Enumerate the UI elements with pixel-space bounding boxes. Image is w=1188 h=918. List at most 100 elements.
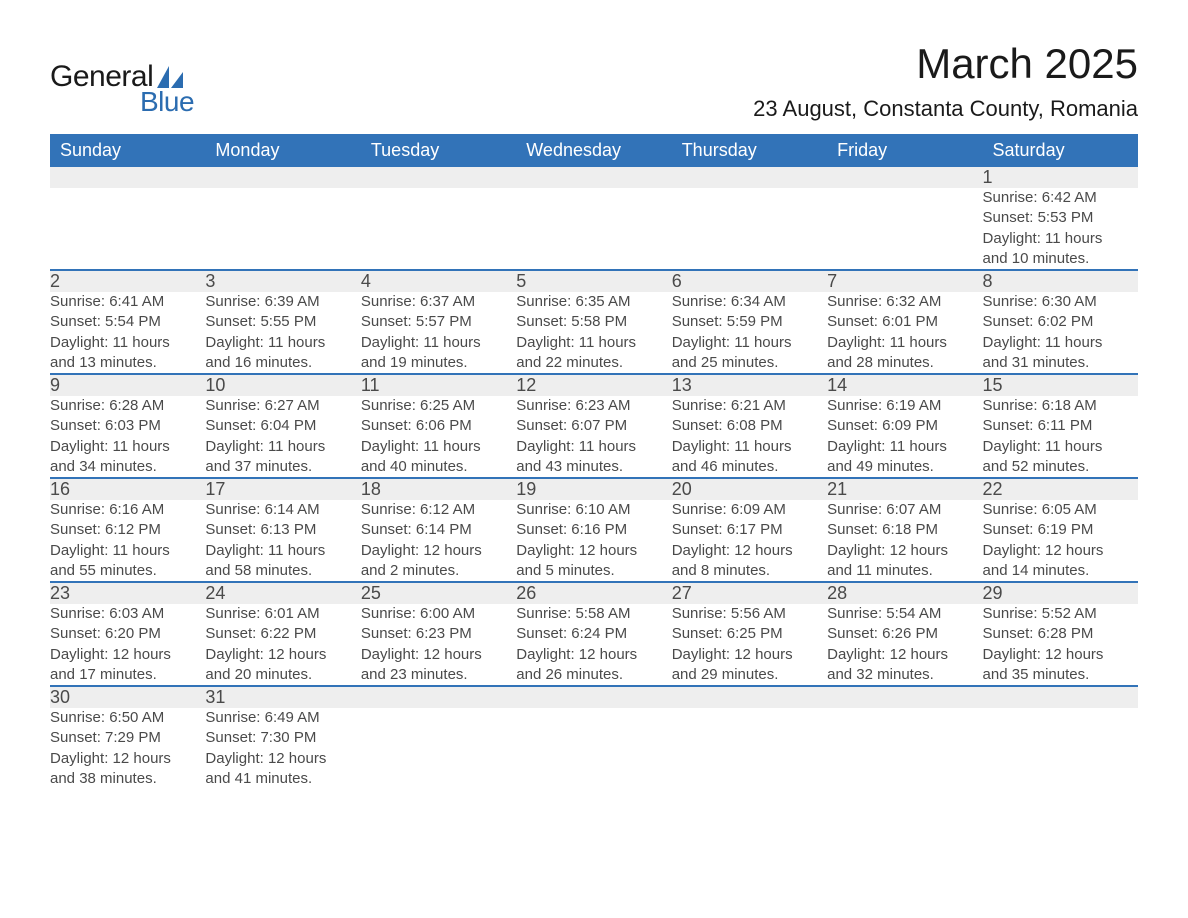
calendar-info-row: Sunrise: 6:03 AMSunset: 6:20 PMDaylight:… [50,604,1138,686]
day-daylight2: and 35 minutes. [983,665,1138,685]
day-number-cell: 5 [516,270,671,292]
day-info-cell: Sunrise: 6:01 AMSunset: 6:22 PMDaylight:… [205,604,360,686]
day-sunrise: Sunrise: 6:21 AM [672,396,827,416]
calendar-table: Sunday Monday Tuesday Wednesday Thursday… [50,134,1138,789]
day-info-cell: Sunrise: 6:34 AMSunset: 5:59 PMDaylight:… [672,292,827,374]
day-info-cell: Sunrise: 6:23 AMSunset: 6:07 PMDaylight:… [516,396,671,478]
day-daylight1: Daylight: 12 hours [516,541,671,561]
day-daylight2: and 11 minutes. [827,561,982,581]
day-info-cell: Sunrise: 6:19 AMSunset: 6:09 PMDaylight:… [827,396,982,478]
day-daylight2: and 8 minutes. [672,561,827,581]
day-sunrise: Sunrise: 6:00 AM [361,604,516,624]
day-number-cell: 19 [516,478,671,500]
day-daylight2: and 19 minutes. [361,353,516,373]
day-info-cell: Sunrise: 6:03 AMSunset: 6:20 PMDaylight:… [50,604,205,686]
day-info-cell: Sunrise: 6:25 AMSunset: 6:06 PMDaylight:… [361,396,516,478]
day-number-cell: 10 [205,374,360,396]
day-number-cell: 22 [983,478,1138,500]
day-number-cell: 1 [983,167,1138,188]
location-subtitle: 23 August, Constanta County, Romania [753,96,1138,122]
day-daylight1: Daylight: 11 hours [205,437,360,457]
day-daylight1: Daylight: 11 hours [983,437,1138,457]
calendar-daynum-row: 9101112131415 [50,374,1138,396]
day-number-cell [361,686,516,708]
day-daylight2: and 46 minutes. [672,457,827,477]
day-number-cell [516,167,671,188]
day-info-cell: Sunrise: 6:10 AMSunset: 6:16 PMDaylight:… [516,500,671,582]
day-daylight2: and 52 minutes. [983,457,1138,477]
weekday-header: Tuesday [361,134,516,167]
day-number-cell: 27 [672,582,827,604]
day-info-cell: Sunrise: 6:12 AMSunset: 6:14 PMDaylight:… [361,500,516,582]
day-daylight1: Daylight: 11 hours [827,437,982,457]
day-sunrise: Sunrise: 5:52 AM [983,604,1138,624]
day-number-cell: 31 [205,686,360,708]
day-info-cell [827,708,982,789]
day-daylight2: and 38 minutes. [50,769,205,789]
day-daylight1: Daylight: 11 hours [827,333,982,353]
page-header: General Blue March 2025 23 August, Const… [50,40,1138,122]
day-info-cell [672,188,827,270]
day-info-cell: Sunrise: 5:58 AMSunset: 6:24 PMDaylight:… [516,604,671,686]
day-number-cell: 20 [672,478,827,500]
day-daylight1: Daylight: 12 hours [516,645,671,665]
day-sunrise: Sunrise: 6:50 AM [50,708,205,728]
day-sunset: Sunset: 6:16 PM [516,520,671,540]
day-number-cell: 17 [205,478,360,500]
day-info-cell: Sunrise: 6:30 AMSunset: 6:02 PMDaylight:… [983,292,1138,374]
day-info-cell: Sunrise: 6:16 AMSunset: 6:12 PMDaylight:… [50,500,205,582]
logo: General Blue [50,40,194,118]
day-sunrise: Sunrise: 6:32 AM [827,292,982,312]
day-daylight2: and 55 minutes. [50,561,205,581]
day-daylight1: Daylight: 11 hours [516,437,671,457]
day-sunset: Sunset: 6:24 PM [516,624,671,644]
day-number-cell: 9 [50,374,205,396]
day-daylight2: and 23 minutes. [361,665,516,685]
day-number-cell: 21 [827,478,982,500]
day-sunrise: Sunrise: 6:23 AM [516,396,671,416]
day-sunrise: Sunrise: 6:01 AM [205,604,360,624]
day-info-cell: Sunrise: 5:52 AMSunset: 6:28 PMDaylight:… [983,604,1138,686]
day-sunset: Sunset: 6:01 PM [827,312,982,332]
day-daylight1: Daylight: 12 hours [50,645,205,665]
day-info-cell [361,188,516,270]
day-info-cell: Sunrise: 6:07 AMSunset: 6:18 PMDaylight:… [827,500,982,582]
day-sunset: Sunset: 6:26 PM [827,624,982,644]
day-sunset: Sunset: 6:13 PM [205,520,360,540]
day-number-cell: 26 [516,582,671,604]
day-sunrise: Sunrise: 6:41 AM [50,292,205,312]
day-sunrise: Sunrise: 6:35 AM [516,292,671,312]
day-daylight1: Daylight: 11 hours [50,541,205,561]
day-daylight1: Daylight: 11 hours [361,333,516,353]
day-sunrise: Sunrise: 6:49 AM [205,708,360,728]
day-number-cell: 6 [672,270,827,292]
day-daylight1: Daylight: 11 hours [983,229,1138,249]
day-number-cell: 2 [50,270,205,292]
day-number-cell: 30 [50,686,205,708]
calendar-daynum-row: 1 [50,167,1138,188]
day-number-cell: 23 [50,582,205,604]
day-info-cell: Sunrise: 6:39 AMSunset: 5:55 PMDaylight:… [205,292,360,374]
day-info-cell: Sunrise: 6:09 AMSunset: 6:17 PMDaylight:… [672,500,827,582]
calendar-daynum-row: 3031 [50,686,1138,708]
day-info-cell: Sunrise: 6:35 AMSunset: 5:58 PMDaylight:… [516,292,671,374]
day-daylight1: Daylight: 12 hours [983,541,1138,561]
day-info-cell: Sunrise: 5:56 AMSunset: 6:25 PMDaylight:… [672,604,827,686]
day-info-cell [361,708,516,789]
day-number-cell [205,167,360,188]
day-sunset: Sunset: 6:18 PM [827,520,982,540]
day-daylight2: and 31 minutes. [983,353,1138,373]
day-daylight1: Daylight: 11 hours [516,333,671,353]
day-number-cell: 29 [983,582,1138,604]
day-sunrise: Sunrise: 6:28 AM [50,396,205,416]
month-title: March 2025 [753,40,1138,88]
day-number-cell: 11 [361,374,516,396]
day-number-cell: 18 [361,478,516,500]
day-number-cell: 7 [827,270,982,292]
day-number-cell [50,167,205,188]
logo-sail-icon [157,66,183,88]
day-sunset: Sunset: 6:02 PM [983,312,1138,332]
weekday-header: Thursday [672,134,827,167]
day-daylight2: and 40 minutes. [361,457,516,477]
day-info-cell: Sunrise: 6:05 AMSunset: 6:19 PMDaylight:… [983,500,1138,582]
